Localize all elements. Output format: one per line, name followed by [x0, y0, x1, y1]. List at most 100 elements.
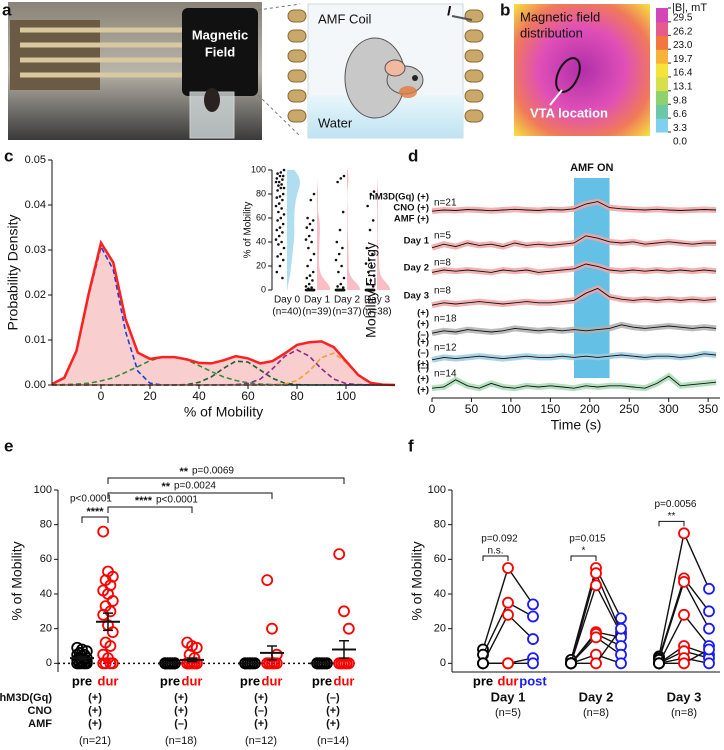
row-label: (+) — [417, 385, 429, 396]
panel-letter: a — [2, 0, 12, 19]
data-point — [590, 657, 602, 670]
data-point — [275, 177, 279, 180]
data-point — [371, 285, 375, 288]
data-point — [278, 174, 282, 178]
factor-label: (+) — [174, 692, 188, 704]
day-label: Day 2 — [579, 689, 614, 704]
row-label: hM3D(Gq) (+) — [369, 192, 429, 203]
data-point — [310, 286, 313, 289]
colorbar-swatch — [656, 90, 668, 105]
data-point — [279, 186, 283, 190]
n-label: (n=40) — [272, 307, 301, 318]
data-point — [371, 252, 374, 256]
factor-label: (–) — [174, 718, 188, 730]
data-point — [340, 264, 343, 268]
trace — [431, 235, 717, 249]
y-tick-label: 0 — [261, 284, 266, 294]
data-point — [334, 258, 338, 262]
condition-label: dur — [98, 673, 119, 688]
zoom-line — [257, 3, 301, 11]
data-point — [371, 219, 375, 222]
category-label: Day 2 — [334, 295, 361, 306]
p-label: p=0.0069 — [192, 466, 234, 477]
data-point — [266, 622, 278, 635]
colorbar-swatch — [656, 76, 668, 92]
data-point — [104, 640, 117, 652]
data-point — [590, 567, 602, 580]
data-point — [282, 186, 286, 190]
data-point — [280, 240, 283, 244]
data-point — [703, 605, 715, 618]
y-tick-label: 80 — [434, 519, 446, 531]
data-point — [615, 657, 627, 670]
field-title: distribution — [520, 25, 583, 40]
vta-arrow — [549, 89, 563, 106]
data-point — [276, 172, 279, 175]
data-point — [477, 657, 489, 670]
data-point — [274, 180, 278, 184]
data-point — [370, 264, 373, 268]
data-point — [339, 288, 343, 292]
data-point — [678, 527, 690, 540]
data-point — [369, 279, 373, 282]
data-point — [678, 608, 690, 621]
data-point — [280, 207, 283, 210]
n-label: n=14 — [434, 369, 457, 380]
panel-letter: c — [4, 146, 13, 165]
field-title: Magnetic field — [520, 9, 600, 24]
inset-y-label: % of Mobility — [243, 202, 254, 259]
trace — [431, 353, 717, 361]
bracket — [107, 477, 345, 484]
p-label: p=0.092 — [481, 534, 518, 545]
data-point — [282, 168, 286, 172]
row-label: (–) — [417, 348, 429, 359]
data-point — [527, 610, 539, 623]
colorbar-tick-label: 13.1 — [673, 82, 693, 93]
day-label: Day 3 — [667, 689, 702, 704]
amf-label: AMF ON — [570, 162, 613, 174]
error-bar — [103, 612, 113, 632]
y-tick-label: 0.05 — [25, 154, 46, 166]
y-tick-label: 40 — [256, 236, 266, 246]
data-point — [678, 575, 690, 588]
data-point — [97, 525, 110, 538]
data-point — [309, 198, 313, 202]
data-point — [281, 178, 284, 181]
data-point — [341, 246, 344, 250]
data-point — [308, 288, 312, 292]
x-axis-label: % of Mobility — [184, 404, 263, 420]
data-point — [261, 574, 274, 587]
data-point — [281, 174, 285, 178]
amf-band — [574, 178, 610, 378]
data-point — [365, 246, 369, 250]
density-curve — [51, 239, 396, 387]
n-label: (n=37) — [332, 307, 361, 318]
stars: ** — [668, 511, 676, 522]
bracket — [107, 492, 273, 499]
x-tick-label: 20 — [143, 389, 157, 403]
data-point — [366, 204, 369, 208]
n-label: (n=5) — [495, 707, 521, 719]
y-tick-label: 60 — [40, 553, 52, 565]
condition-label: pre — [240, 673, 260, 688]
stars: n.s. — [487, 546, 503, 557]
data-point — [368, 228, 372, 232]
x-tick-label: 350 — [698, 402, 718, 416]
data-point — [277, 202, 281, 205]
x-tick-label: 50 — [465, 402, 479, 416]
n-label: (n=12) — [245, 735, 277, 747]
data-point — [281, 231, 284, 234]
data-point — [277, 234, 281, 238]
n-label: (n=21) — [79, 735, 111, 747]
data-point — [307, 282, 311, 286]
data-point — [371, 288, 375, 292]
data-point — [278, 264, 282, 268]
bracket — [81, 516, 109, 523]
y-axis-label: % of Mobility — [9, 541, 25, 620]
data-point — [275, 196, 279, 199]
data-point — [364, 262, 368, 265]
data-point — [565, 657, 577, 670]
error-bar — [267, 645, 277, 661]
data-point — [278, 195, 282, 198]
y-tick-label: 80 — [256, 188, 266, 198]
